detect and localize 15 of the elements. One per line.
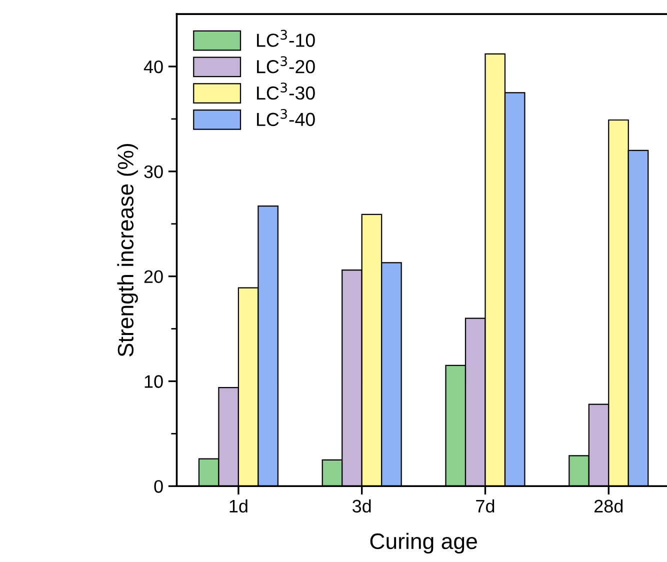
y-tick-label: 10	[144, 375, 163, 388]
legend-label: LC$^{3}$-10	[257, 30, 315, 47]
y-tick-label: 30	[144, 165, 163, 178]
x-tick-label: 7d	[476, 499, 494, 513]
y-tick-label: 0	[154, 480, 163, 493]
x-tick-label: 28d	[594, 499, 623, 513]
x-tick-label: 1d	[230, 499, 248, 513]
legend-label: LC$^{3}$-20	[257, 56, 315, 74]
legend-label: LC$^{3}$-30	[257, 82, 315, 100]
x-axis-title: Curing age	[370, 532, 477, 554]
y-axis-title: Strength increase (%)	[117, 144, 138, 357]
legend-label: LC$^{3}$-40	[257, 108, 315, 126]
y-tick-label: 40	[144, 60, 163, 74]
x-tick-label: 3d	[352, 499, 371, 513]
y-tick-label: 20	[144, 270, 163, 284]
